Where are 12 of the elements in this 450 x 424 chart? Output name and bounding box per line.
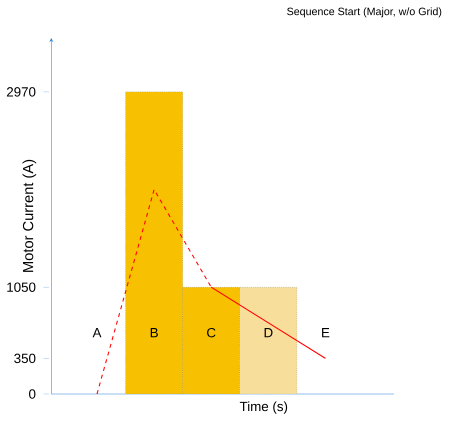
chart-title: Sequence Start (Major, w/o Grid) xyxy=(287,7,442,18)
y-tick-label: 2970 xyxy=(6,87,36,97)
x-tick-label: A xyxy=(92,328,102,338)
x-tick-label: B xyxy=(150,328,158,338)
x-tick-label: E xyxy=(322,328,330,338)
x-tick-label: C xyxy=(207,328,216,338)
y-tick-label: 1050 xyxy=(7,282,36,292)
y-tick-label: 350 xyxy=(14,354,36,364)
x-tick-label: D xyxy=(264,328,273,338)
y-axis-title: Motor Current (A) xyxy=(22,160,36,272)
x-axis-title: Time (s) xyxy=(240,401,288,414)
y-tick-label: 0 xyxy=(29,389,36,399)
